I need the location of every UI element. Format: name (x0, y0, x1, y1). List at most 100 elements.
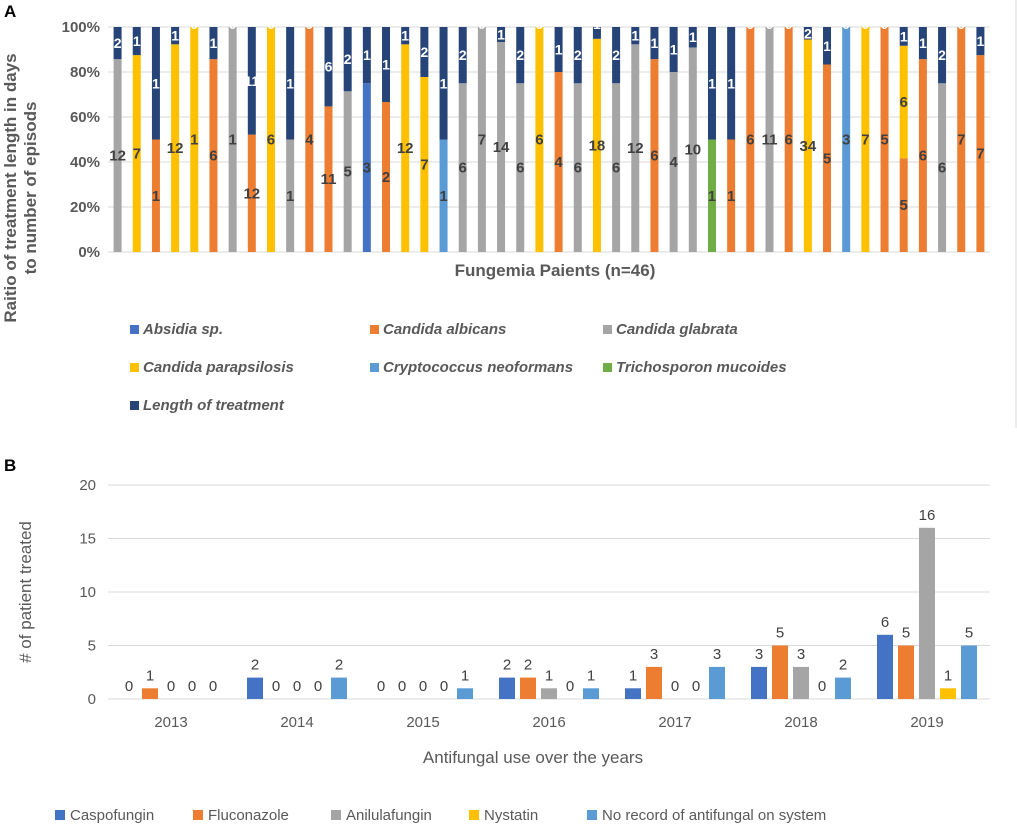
a-length-label: 2 (938, 47, 946, 63)
a-length-label: 2 (420, 44, 428, 60)
a-bar-length-segment (458, 27, 467, 84)
a-bar-species-segment (765, 27, 774, 252)
b-data-label: 0 (440, 678, 448, 695)
b-data-label: 1 (944, 667, 952, 684)
a-legend-label: Absidia sp. (142, 321, 223, 338)
a-episodes-label: 5 (880, 132, 888, 149)
b-data-label: 16 (919, 507, 936, 524)
a-bar-length-segment (631, 27, 640, 45)
a-episodes-label: 3 (363, 160, 371, 177)
a-episodes-label: 1 (286, 188, 294, 205)
a-bar-species-segment (286, 139, 295, 252)
b-ytick-label: 5 (88, 638, 96, 655)
a-episodes-label: 7 (420, 157, 428, 174)
a-episodes-label: 6 (209, 148, 217, 165)
a-length-label: 0 (536, 16, 544, 32)
a-length-label: 1 (401, 28, 409, 44)
a-bar-length-segment (286, 27, 295, 140)
a-ytick-label: 0% (78, 244, 100, 261)
a-episodes-label: 14 (493, 139, 510, 156)
a-y-axis-title-line1: Raitio of treatment length in days (1, 53, 20, 322)
a-episodes-label: 4 (669, 154, 678, 171)
a-length-label: 1 (286, 75, 294, 91)
a-legend-swatch (130, 325, 139, 334)
a-bar-length-segment (382, 27, 391, 102)
a-bar-species-segment (439, 139, 448, 252)
b-data-label: 2 (335, 657, 343, 674)
a-bar-length-segment (497, 27, 506, 42)
a-bar-species-segment (918, 59, 927, 253)
a-episodes-label: 6 (938, 160, 946, 177)
a-episodes-label: 12 (109, 148, 126, 165)
a-bar-species-segment (305, 27, 314, 252)
b-xtick-label: 2016 (532, 714, 565, 731)
a-length-label: 0 (746, 16, 754, 32)
a-length-label: 2 (804, 25, 812, 41)
a-bar-length-segment (343, 27, 352, 92)
a-bar-length-segment (727, 27, 736, 140)
b-legend-swatch (469, 810, 479, 820)
a-episodes-label: 1 (439, 188, 447, 205)
b-data-label: 2 (251, 657, 259, 674)
a-bar-length-segment (132, 27, 141, 56)
a-bar-species-segment (516, 83, 525, 252)
a-bar-length-segment (688, 27, 697, 48)
b-data-label: 6 (881, 614, 889, 631)
a-episodes-label: 2 (382, 169, 390, 186)
a-length-label: 1 (651, 35, 659, 51)
b-bar (709, 666, 725, 699)
b-data-label: 0 (125, 678, 133, 695)
a-bar-length-segment (171, 27, 180, 45)
a-length-label: 1 (727, 75, 735, 91)
b-ytick-label: 0 (88, 691, 96, 708)
a-length-label: 1 (823, 38, 831, 54)
panel-b-letter: B (4, 456, 16, 475)
a-bar-species-segment (899, 45, 908, 159)
a-episodes-label: 6 (459, 160, 467, 177)
a-legend-label: Candida parapsilosis (143, 359, 294, 376)
b-bar (142, 688, 158, 699)
a-bar-length-segment (669, 27, 678, 72)
a-legend-swatch (370, 363, 379, 372)
a-length-label: 2 (612, 47, 620, 63)
b-data-label: 1 (461, 667, 469, 684)
a-length-label: 1 (593, 16, 601, 32)
b-data-label: 5 (965, 625, 973, 642)
a-episodes-label: 1 (727, 188, 735, 205)
a-episodes-label: 12 (243, 185, 260, 202)
a-bar-species-segment (171, 44, 180, 252)
a-bar-species-segment (247, 134, 256, 252)
a-bar-species-segment (631, 44, 640, 252)
a-bar-length-segment (899, 27, 908, 46)
a-bar-species-segment (669, 72, 678, 252)
a-bar-length-segment (938, 27, 947, 84)
a-episodes-label: 6 (919, 148, 927, 165)
a-length-label: 2 (516, 47, 524, 63)
a-episodes-label: 10 (684, 142, 701, 159)
b-data-label: 0 (314, 678, 322, 695)
b-xtick-label: 2013 (154, 714, 187, 731)
a-bar-length-segment (247, 27, 256, 135)
b-data-label: 1 (545, 667, 553, 684)
a-bar-length-segment (650, 27, 659, 60)
a-episodes-label: 7 (478, 132, 486, 149)
a-bar-species-segment (880, 27, 889, 252)
a-bar-length-segment (976, 27, 985, 56)
b-data-label: 5 (776, 625, 784, 642)
a-episodes-label: 6 (900, 94, 908, 111)
a-bar-species-segment (650, 59, 659, 253)
a-episodes-label: 7 (976, 146, 984, 163)
a-bar-species-segment (382, 102, 391, 252)
b-legend-label: No record of antifungal on system (602, 807, 826, 824)
b-data-label: 0 (419, 678, 427, 695)
a-length-label: 0 (305, 16, 313, 32)
b-bar (940, 688, 956, 699)
a-length-label: 1 (670, 42, 678, 58)
a-bar-length-segment (592, 27, 601, 39)
b-data-label: 0 (293, 678, 301, 695)
a-bar-length-segment (612, 27, 621, 84)
b-data-label: 0 (272, 678, 280, 695)
a-legend-swatch (370, 325, 379, 334)
a-length-label: 1 (708, 75, 716, 91)
b-data-label: 1 (146, 667, 154, 684)
